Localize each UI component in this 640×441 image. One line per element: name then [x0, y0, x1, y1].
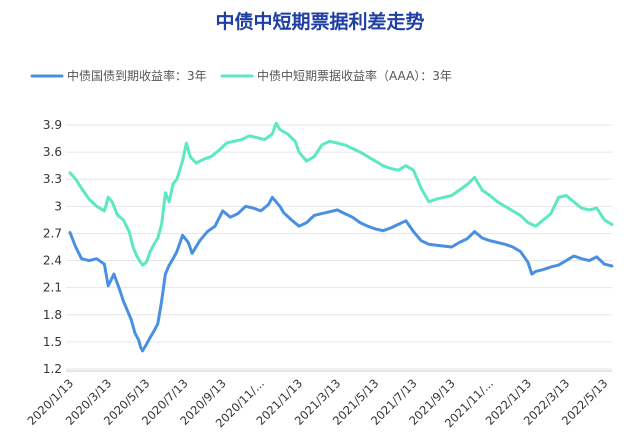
y-tick-label: 2.1: [43, 281, 62, 295]
series: [68, 121, 614, 353]
y-tick-label: 3.6: [43, 145, 62, 159]
grid: [66, 124, 612, 370]
y-tick-label: 3.3: [43, 172, 62, 186]
legend-label-series-1: 中债国债到期收益率：3年: [67, 68, 207, 83]
y-tick-label: 3.9: [43, 118, 62, 132]
y-tick-label: 1.2: [43, 362, 62, 376]
y-tick-label: 1.8: [43, 308, 62, 322]
y-tick-label: 2.7: [43, 226, 62, 240]
x-axis-ticks: 2020/1/132020/3/132020/5/132020/7/132020…: [25, 376, 611, 430]
series-line-1: [68, 195, 614, 353]
legend-label-series-2: 中债中短期票据收益率（AAA）：3年: [257, 68, 452, 83]
y-axis-ticks: 3.9 3.6 3.3 3 2.7 2.4 2.1 1.8 1.5 1.2: [43, 118, 62, 376]
y-tick-label: 2.4: [43, 254, 62, 268]
legend: 中债国债到期收益率：3年 中债中短期票据收益率（AAA）：3年: [30, 68, 452, 83]
chart-title: 中债中短期票据利差走势: [215, 10, 424, 33]
series-line-2: [68, 121, 614, 267]
y-tick-label: 3: [54, 199, 62, 213]
y-tick-label: 1.5: [43, 335, 62, 349]
